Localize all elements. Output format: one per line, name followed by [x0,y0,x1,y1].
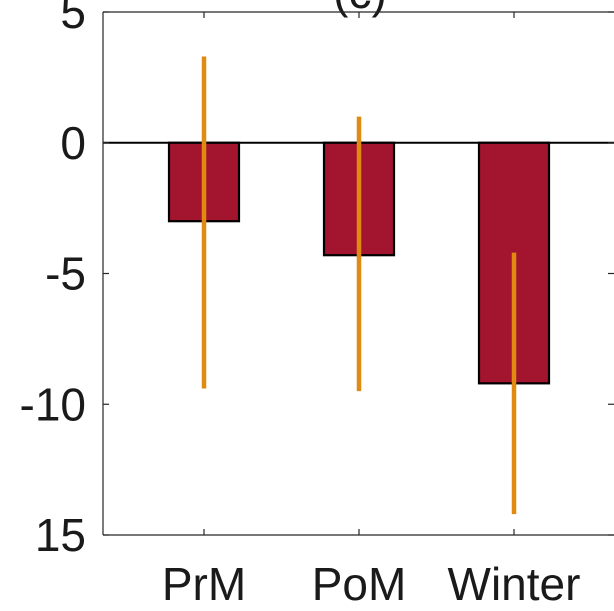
plot-area [103,56,614,515]
y-tick-label: 15 [35,509,86,561]
chart-title: (c) [333,0,387,18]
tick-labels: 5 0 -5 -10 15 PrM PoM Winter [20,0,581,610]
y-tick-label: 5 [60,0,86,38]
y-tick-label: -10 [20,378,86,430]
x-tick-label-prm: PrM [162,558,246,610]
x-tick-label-pom: PoM [312,558,407,610]
y-tick-label: 0 [60,117,86,169]
y-tick-label: -5 [45,248,86,300]
x-tick-label-winter: Winter [448,558,581,610]
axes [102,11,614,536]
title-area: (c) [333,0,387,18]
